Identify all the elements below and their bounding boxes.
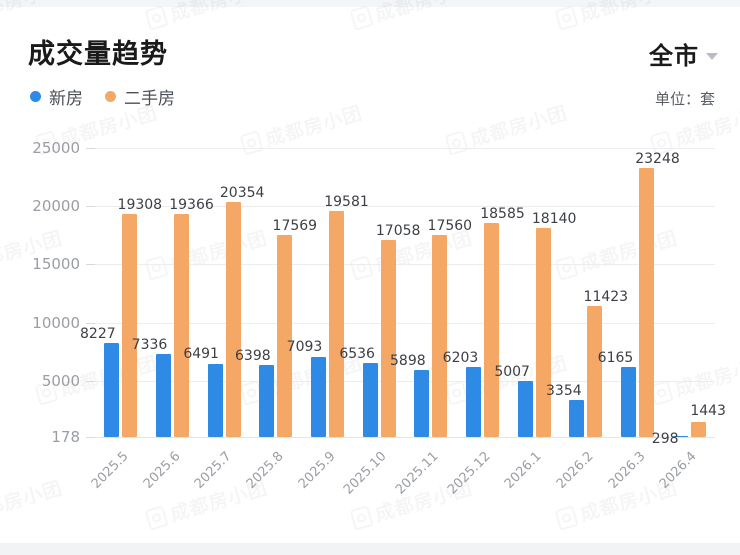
x-axis-tick-label: 2025.12: [444, 449, 494, 498]
bar-value-label: 7093: [286, 339, 323, 356]
gridline: [95, 206, 715, 208]
chart-header: 成交量趋势 全市 新房 二手房 单位：套: [0, 10, 740, 120]
bar-new-2025.7[interactable]: [207, 363, 223, 437]
bar-second-2025.11[interactable]: [432, 234, 448, 437]
bar-new-2025.5[interactable]: [104, 343, 120, 437]
x-axis-tick-label: 2026.2: [553, 449, 597, 492]
bar-value-label: 3354: [546, 383, 582, 400]
unit-label: 单位：套: [654, 90, 715, 108]
legend-label: 二手房: [124, 89, 175, 109]
bar-new-2026.4[interactable]: [672, 435, 688, 437]
bar-second-2026.2[interactable]: [587, 306, 603, 437]
bar-value-label: 6491: [183, 346, 219, 363]
bar-value-label: 8227: [80, 326, 116, 343]
bar-value-label: 19308: [117, 197, 163, 214]
y-axis-tick-mark: [86, 437, 95, 438]
y-axis-tick-mark: [86, 380, 95, 382]
x-axis-tick-label: 2025.7: [191, 449, 235, 492]
bottom-band: [0, 543, 740, 555]
bar-second-2026.4[interactable]: [690, 422, 706, 437]
legend-item-second[interactable]: 二手房: [105, 84, 175, 109]
bar-value-label: 23248: [635, 151, 680, 168]
y-axis-tick-label: 10000: [32, 313, 80, 332]
bar-second-2026.1[interactable]: [535, 227, 551, 437]
bar-value-label: 17560: [427, 217, 473, 234]
y-axis-tick-mark: [86, 206, 95, 208]
bar-second-2025.10[interactable]: [380, 240, 396, 437]
bar-second-2025.9[interactable]: [329, 211, 344, 437]
bar-second-2026.3[interactable]: [639, 168, 654, 437]
bar-new-2025.6[interactable]: [156, 353, 171, 437]
bar-value-label: 1443: [690, 403, 726, 420]
gridline: [95, 380, 715, 382]
chart-plot-area: 178 5000 10000 15000 20000 25000 8227 19308 7336…: [32, 139, 726, 498]
bar-value-label: 6398: [235, 347, 271, 364]
axis-baseline: [95, 437, 715, 438]
bar-value-label: 19366: [169, 196, 214, 213]
legend-dot-icon: [30, 91, 41, 102]
x-axis-tick-label: 2025.6: [140, 449, 184, 492]
bar-second-2025.12[interactable]: [484, 222, 499, 437]
region-selector[interactable]: 全市: [649, 36, 718, 71]
bar-value-label: 298: [651, 430, 679, 447]
bar-value-label: 5007: [494, 363, 530, 380]
y-axis-tick-label: 20000: [32, 197, 80, 216]
legend-label: 新房: [49, 89, 83, 109]
y-axis-tick-label: 5000: [41, 371, 80, 390]
legend-item-new[interactable]: 新房: [30, 84, 83, 109]
x-axis-tick-label: 2026.1: [501, 449, 545, 492]
bar-second-2025.5[interactable]: [122, 214, 138, 437]
gridline: [95, 322, 715, 324]
bar-value-label: 11423: [583, 289, 629, 306]
y-axis-tick-label: 178: [51, 428, 80, 446]
x-axis-tick-label: 2025.9: [295, 449, 339, 492]
bar-new-2026.1[interactable]: [517, 380, 533, 437]
y-axis-tick-mark: [86, 264, 95, 266]
bar-value-label: 18140: [531, 210, 577, 227]
legend-dot-icon: [105, 91, 116, 102]
x-axis-tick-label: 2025.8: [243, 449, 287, 492]
bar-value-label: 7336: [131, 336, 168, 353]
bar-new-2026.2[interactable]: [569, 400, 585, 437]
bar-value-label: 18585: [480, 205, 525, 222]
bar-new-2026.3[interactable]: [621, 367, 636, 437]
bar-new-2025.9[interactable]: [311, 356, 326, 437]
bar-new-2025.10[interactable]: [362, 362, 378, 437]
bar-second-2025.7[interactable]: [225, 202, 241, 437]
bar-value-label: 17058: [375, 223, 421, 240]
chevron-down-icon: [706, 53, 718, 60]
x-axis-tick-label: 2025.5: [88, 449, 132, 492]
gridline: [95, 148, 715, 149]
bar-new-2025.11[interactable]: [414, 370, 430, 437]
bar-value-label: 17569: [272, 217, 318, 234]
x-axis-tick-label: 2025.10: [341, 449, 390, 498]
x-axis-tick-label: 2026.3: [605, 449, 649, 492]
bar-value-label: 6203: [442, 349, 479, 366]
bar-value-label: 19581: [324, 194, 369, 211]
x-axis-tick-label: 2025.11: [392, 449, 442, 498]
bar-second-2025.6[interactable]: [174, 213, 189, 437]
x-axis-tick-label: 2026.4: [656, 449, 700, 492]
top-band: [0, 0, 740, 7]
bar-new-2025.12[interactable]: [466, 366, 481, 437]
page-title: 成交量趋势: [28, 39, 168, 70]
chart-legend: 新房 二手房: [30, 84, 175, 109]
bar-new-2025.8[interactable]: [259, 364, 275, 437]
bar-value-label: 5898: [390, 353, 426, 370]
bar-second-2025.8[interactable]: [277, 234, 293, 437]
bar-value-label: 6165: [597, 350, 634, 367]
y-axis-tick-label: 15000: [32, 255, 80, 274]
y-axis-tick-mark: [86, 148, 95, 149]
bar-value-label: 20354: [219, 185, 265, 202]
y-axis-tick-mark: [86, 322, 95, 324]
y-axis-tick-label: 25000: [32, 139, 80, 157]
region-label: 全市: [649, 42, 699, 70]
gridline: [95, 264, 715, 266]
bar-value-label: 6536: [339, 345, 375, 362]
